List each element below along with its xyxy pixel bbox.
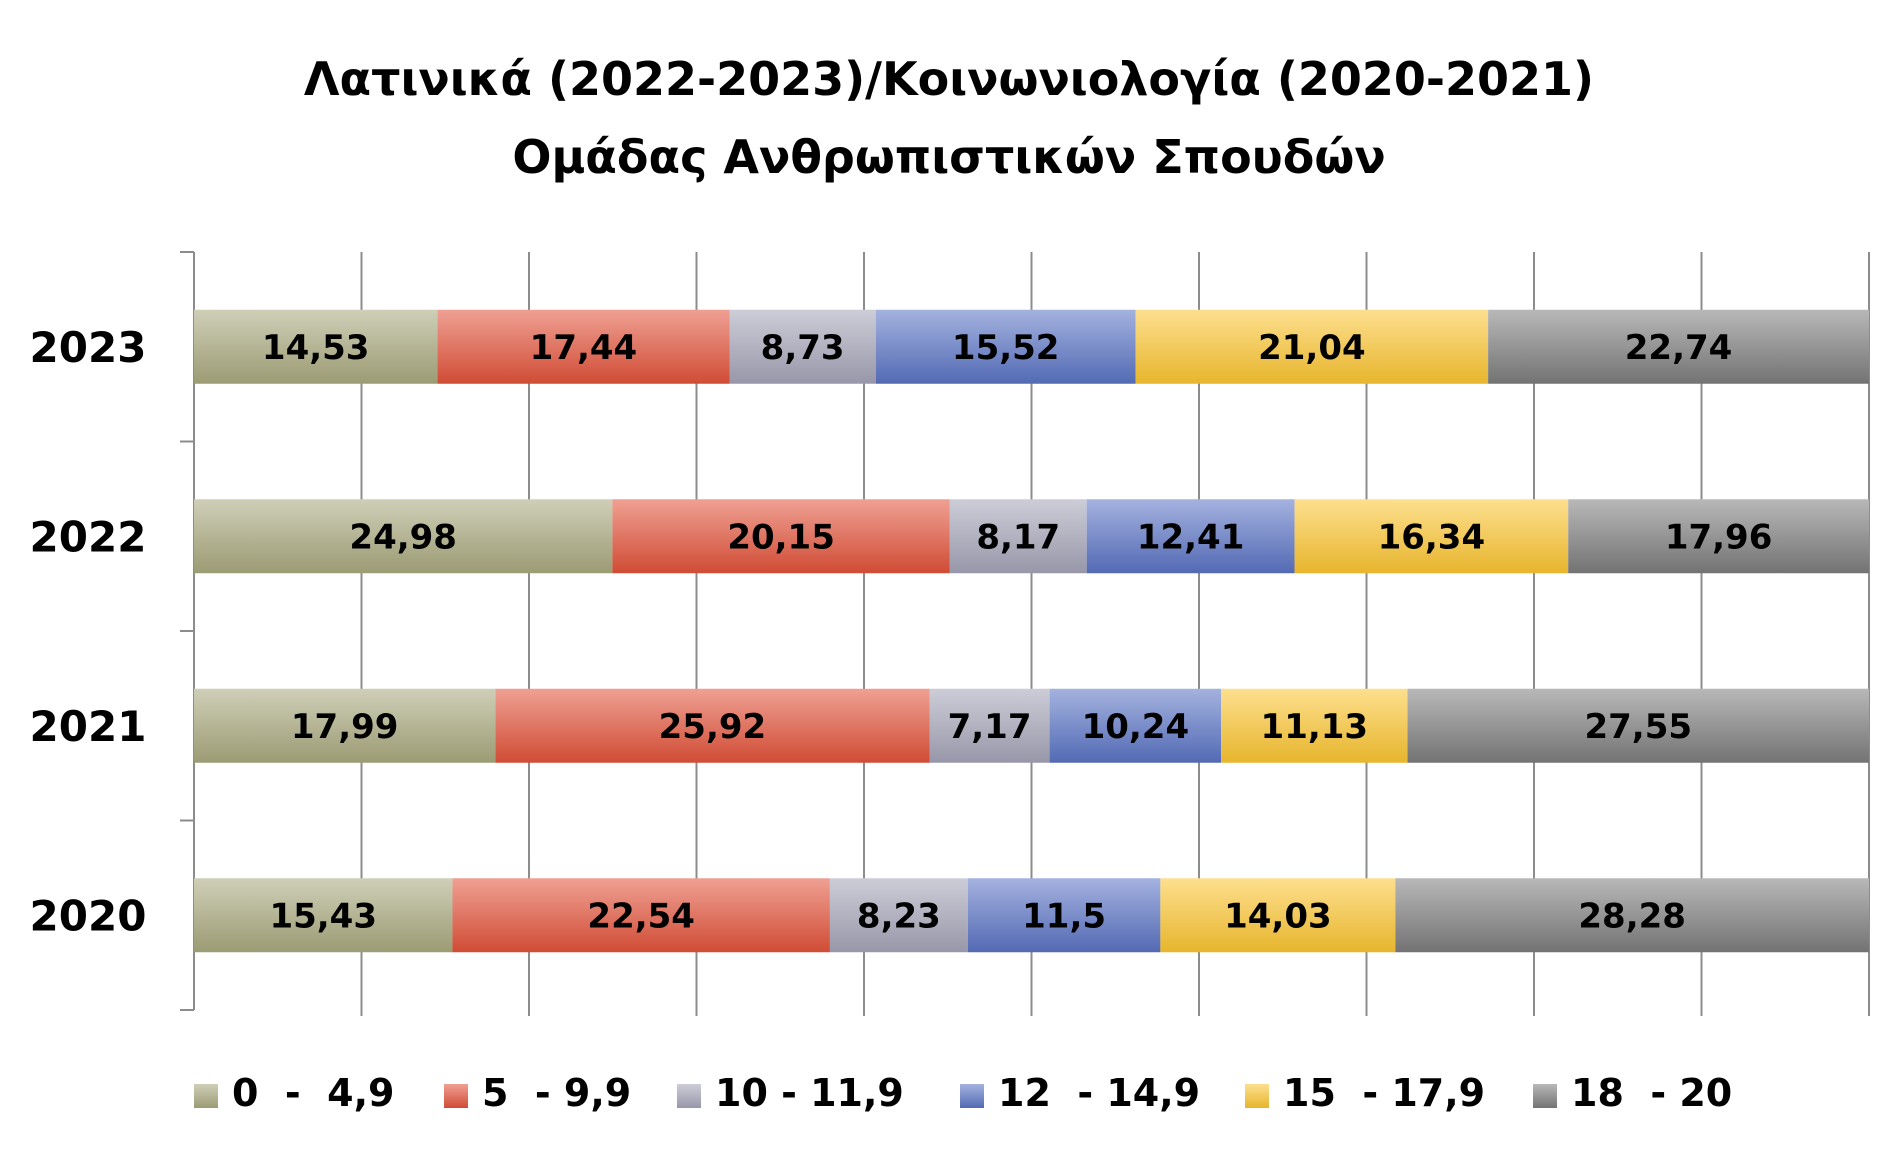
legend-item: 5 - 9,9 — [444, 1071, 631, 1115]
bar-segment — [1049, 688, 1222, 763]
legend-item: 15 - 17,9 — [1245, 1071, 1485, 1115]
bar-segment — [612, 499, 950, 574]
category-label: 2023 — [30, 323, 147, 372]
data-label: 12,41 — [1137, 517, 1245, 557]
data-label: 20,15 — [727, 517, 835, 557]
legend: 0 - 4,9 5 - 9,9 10 - 11,9 12 - 14,9 15 - 17,… — [194, 1071, 1732, 1115]
data-label: 8,23 — [857, 896, 941, 936]
bar-segment — [1294, 499, 1569, 574]
data-label: 15,43 — [269, 896, 377, 936]
bar-segment — [929, 688, 1050, 763]
legend-label: 12 - 14,9 — [998, 1071, 1200, 1115]
bar-segment — [1395, 878, 1869, 953]
data-label: 8,17 — [976, 517, 1060, 557]
bars — [194, 309, 1869, 953]
legend-swatch — [960, 1084, 984, 1108]
data-label: 24,98 — [349, 517, 457, 557]
legend-label: 0 - 4,9 — [232, 1071, 394, 1115]
category-label: 2022 — [30, 512, 147, 561]
legend-item: 0 - 4,9 — [194, 1071, 394, 1115]
legend-label: 15 - 17,9 — [1283, 1071, 1485, 1115]
bar-segment — [194, 309, 438, 384]
data-label: 25,92 — [659, 707, 767, 747]
data-label: 27,55 — [1584, 707, 1692, 747]
category-label: 2021 — [30, 702, 147, 751]
chart-title: Λατινικά (2022-2023)/Κοινωνιολογία (2020… — [304, 52, 1594, 106]
data-label: 17,99 — [291, 707, 399, 747]
category-labels: 2023 2022 2021 2020 — [30, 323, 147, 941]
bar-segment — [829, 878, 968, 953]
bar-segment — [1086, 499, 1295, 574]
bar-segment — [1160, 878, 1396, 953]
data-labels: 14,53 17,44 8,73 15,52 21,04 22,74 24,98 20,15 8… — [262, 328, 1772, 937]
bar-segment — [949, 499, 1087, 574]
category-label: 2020 — [30, 891, 147, 940]
bar-segment — [1407, 688, 1869, 763]
bar-segment — [1568, 499, 1869, 574]
data-label: 11,5 — [1022, 896, 1106, 936]
data-label: 17,96 — [1665, 517, 1773, 557]
legend-item: 18 - 20 — [1533, 1071, 1732, 1115]
bar-segment — [194, 688, 496, 763]
legend-swatch — [1245, 1084, 1269, 1108]
legend-label: 10 - 11,9 — [715, 1071, 904, 1115]
data-label: 14,03 — [1224, 896, 1332, 936]
bar-segment — [1221, 688, 1408, 763]
legend-swatch — [194, 1084, 218, 1108]
data-label: 14,53 — [262, 328, 370, 368]
chart-subtitle: Ομάδας Ανθρωπιστικών Σπουδών — [512, 130, 1385, 184]
data-label: 17,44 — [530, 328, 638, 368]
data-label: 8,73 — [761, 328, 845, 368]
bar-segment — [875, 309, 1136, 384]
legend-swatch — [677, 1084, 701, 1108]
bar-segment — [194, 499, 613, 574]
bar-segment — [452, 878, 830, 953]
legend-item: 10 - 11,9 — [677, 1071, 904, 1115]
bar-segment — [967, 878, 1161, 953]
bar-segment — [437, 309, 730, 384]
data-label: 15,52 — [952, 328, 1060, 368]
legend-label: 5 - 9,9 — [482, 1071, 631, 1115]
legend-item: 12 - 14,9 — [960, 1071, 1200, 1115]
data-label: 21,04 — [1258, 328, 1366, 368]
data-label: 28,28 — [1578, 896, 1686, 936]
legend-label: 18 - 20 — [1571, 1071, 1732, 1115]
legend-swatch — [1533, 1084, 1557, 1108]
bar-segment — [729, 309, 876, 384]
data-label: 22,54 — [587, 896, 695, 936]
data-label: 16,34 — [1378, 517, 1486, 557]
bar-segment — [194, 878, 453, 953]
bar-segment — [1488, 309, 1869, 384]
data-label: 22,74 — [1625, 328, 1733, 368]
y-axis — [180, 251, 195, 1011]
data-label: 11,13 — [1261, 707, 1369, 747]
bar-segment — [495, 688, 930, 763]
legend-swatch — [444, 1084, 468, 1108]
bar-segment — [1135, 309, 1489, 384]
data-label: 10,24 — [1082, 707, 1190, 747]
data-label: 7,17 — [948, 707, 1032, 747]
